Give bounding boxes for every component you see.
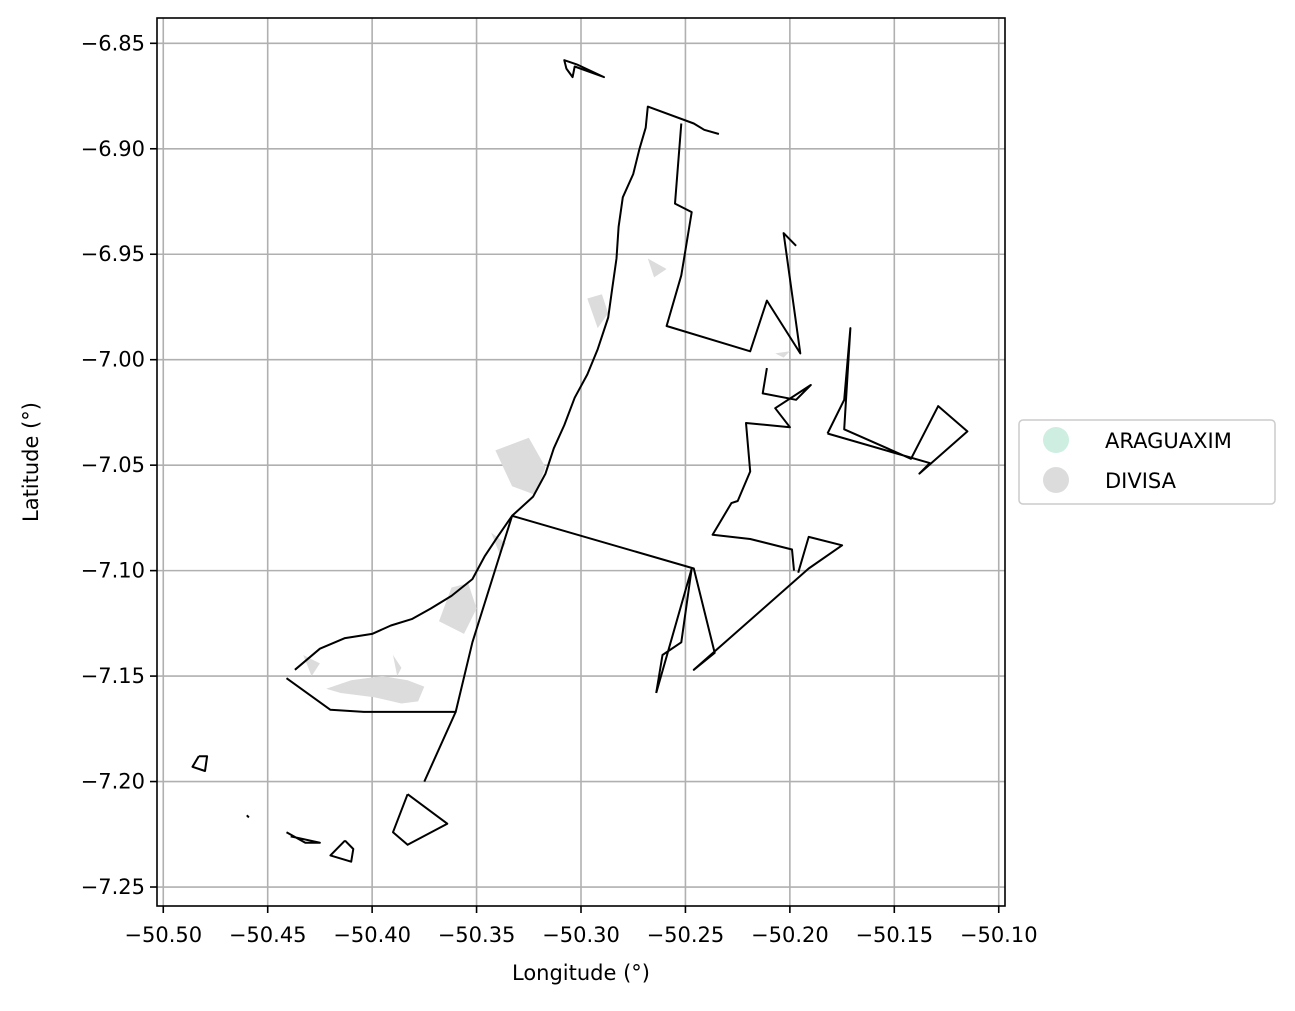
property-boundaries	[191, 59, 969, 863]
boundary-line	[392, 793, 449, 846]
boundary-line	[665, 123, 802, 355]
x-tick-label: −50.15	[855, 923, 933, 947]
y-tick-label: −7.20	[81, 770, 145, 794]
legend-marker-divisa	[1043, 467, 1069, 493]
y-tick-label: −7.05	[81, 453, 145, 477]
divisa-area	[587, 294, 609, 329]
x-tick-label: −50.35	[438, 923, 516, 947]
boundary-line	[423, 711, 457, 783]
x-tick-label: −50.10	[960, 923, 1038, 947]
divisa-area	[775, 351, 790, 358]
boundary-line	[286, 831, 321, 844]
y-tick-label: −7.25	[81, 875, 145, 899]
boundary-line	[285, 515, 514, 713]
divisa-area	[393, 655, 402, 677]
divisa-area	[303, 655, 320, 677]
legend-label-divisa: DIVISA	[1105, 469, 1177, 493]
legend-box	[1018, 419, 1276, 505]
x-tick-label: −50.40	[333, 923, 411, 947]
y-tick-label: −6.85	[81, 31, 145, 55]
x-tick-label: −50.45	[229, 923, 307, 947]
grid-lines	[157, 18, 1005, 906]
y-tick-label: −6.95	[81, 242, 145, 266]
legend-label-araguaxim: ARAGUAXIM	[1105, 429, 1232, 453]
y-tick-label: −6.90	[81, 137, 145, 161]
boundary-line	[826, 327, 969, 475]
y-axis-ticks: −6.85 −6.90 −6.95 −7.00 −7.05 −7.10 −7.15 −7.20…	[81, 31, 157, 899]
divisa-area	[439, 583, 477, 634]
boundary-line	[511, 514, 844, 671]
boundary-line	[655, 567, 693, 694]
x-tick-label: −50.50	[124, 923, 202, 947]
y-tick-label: −7.00	[81, 348, 145, 372]
divisa-area	[495, 437, 546, 495]
x-tick-label: −50.20	[751, 923, 829, 947]
boundary-line	[563, 59, 605, 79]
x-tick-label: −50.30	[542, 923, 620, 947]
x-tick-label: −50.25	[647, 923, 725, 947]
y-tick-label: −7.10	[81, 559, 145, 583]
boundary-line	[329, 839, 355, 863]
legend: ARAGUAXIM DIVISA	[1018, 419, 1276, 505]
x-axis-label: Longitude (°)	[512, 961, 650, 985]
divisa-area	[647, 258, 667, 278]
x-axis-ticks: −50.50 −50.45 −50.40 −50.35 −50.30 −50.25 −50.…	[124, 906, 1038, 947]
y-tick-label: −7.15	[81, 664, 145, 688]
boundary-line	[246, 814, 250, 819]
boundary-line	[191, 755, 209, 772]
divisa-areas	[303, 258, 790, 704]
divisa-area	[326, 676, 425, 704]
boundary-line	[711, 367, 812, 571]
legend-marker-araguaxim	[1043, 427, 1069, 453]
boundary-line	[294, 105, 720, 671]
y-axis-label: Latitude (°)	[19, 402, 43, 522]
